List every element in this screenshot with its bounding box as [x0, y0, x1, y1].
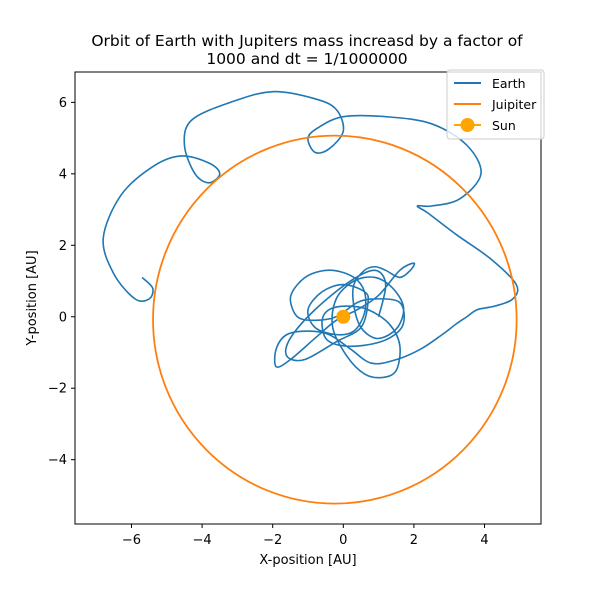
x-tick-label: 4	[480, 533, 488, 548]
legend-sun-marker	[460, 118, 475, 132]
legend-sun-label: Sun	[492, 118, 516, 133]
sun-marker	[336, 309, 351, 324]
y-tick-label: 4	[59, 167, 67, 182]
chart-title-line-1: Orbit of Earth with Jupiters mass increa…	[91, 32, 523, 50]
y-tick-label: −4	[48, 453, 67, 468]
y-tick-label: −2	[48, 382, 67, 397]
x-tick-label: −6	[122, 533, 141, 548]
axes-frame	[74, 71, 542, 525]
legend-earth-label: Earth	[492, 76, 526, 91]
y-tick-label: 0	[59, 310, 67, 325]
chart-title-line-2: 1000 and dt = 1/1000000	[206, 50, 407, 68]
y-tick-label: 2	[59, 239, 67, 254]
x-tick-label: 0	[339, 533, 347, 548]
jupiter-orbit-line	[152, 134, 518, 505]
y-axis: −4 −2 0 2 4 6	[48, 96, 75, 468]
x-tick-label: −2	[263, 533, 282, 548]
legend: Earth Juipiter Sun	[446, 69, 545, 140]
y-tick-label: 6	[59, 96, 67, 111]
x-axis: −6 −4 −2 0 2 4	[122, 524, 489, 548]
earth-orbit-line	[102, 90, 519, 379]
x-tick-label: 2	[410, 533, 418, 548]
y-axis-label: Y-position [AU]	[25, 250, 40, 346]
x-tick-label: −4	[193, 533, 212, 548]
x-axis-label: X-position [AU]	[259, 553, 356, 568]
legend-jupiter-label: Juipiter	[491, 97, 537, 112]
plot-area	[74, 71, 542, 525]
